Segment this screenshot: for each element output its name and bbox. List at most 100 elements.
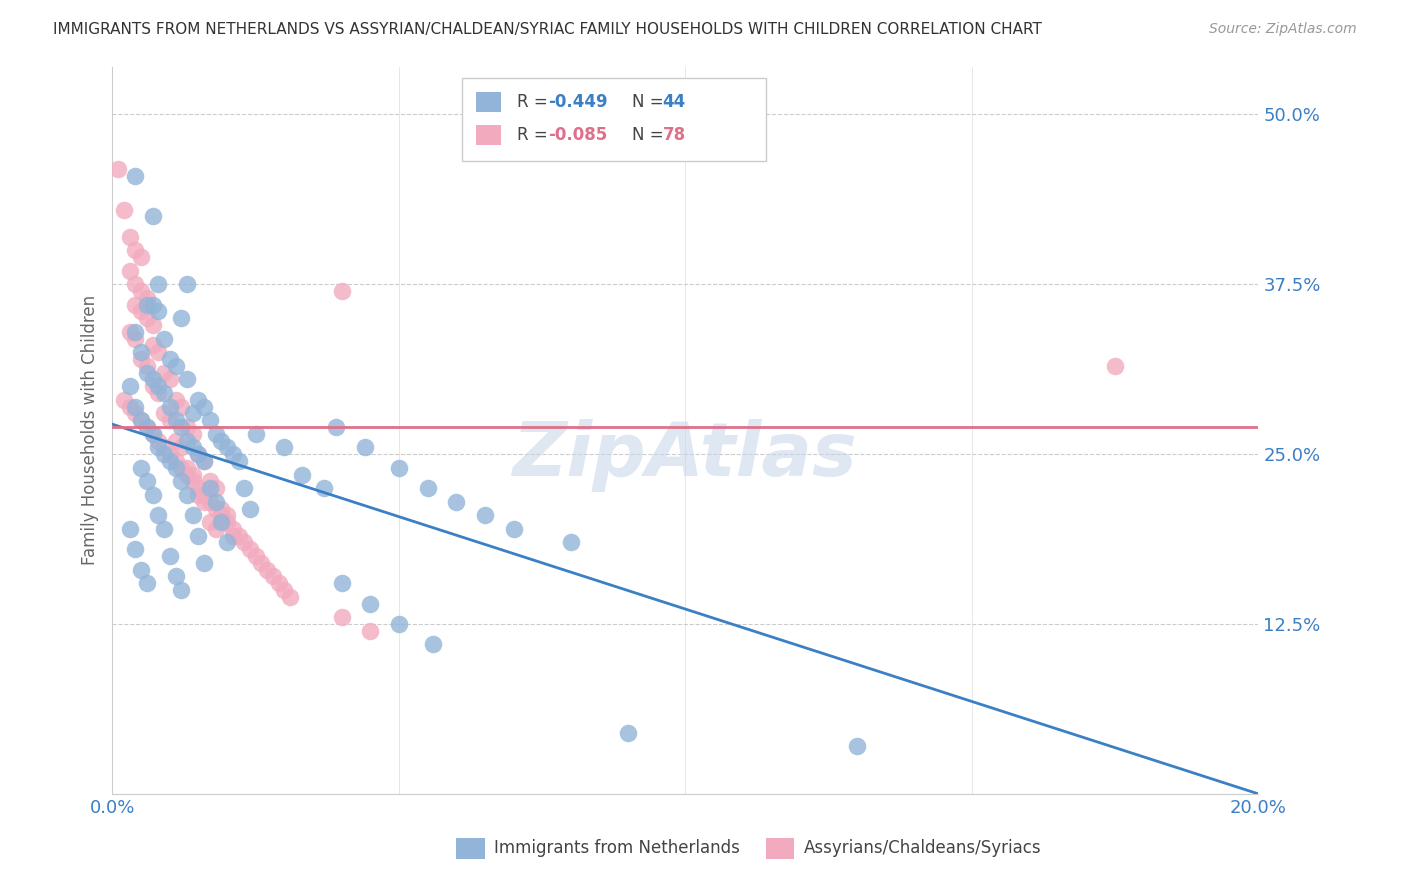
- Point: [181, 475, 204, 489]
- Point: [176, 420, 198, 434]
- Point: [176, 434, 198, 448]
- Point: [165, 434, 187, 448]
- Point: [135, 359, 157, 373]
- Point: [176, 467, 198, 482]
- Point: [233, 481, 256, 495]
- Bar: [475, 125, 501, 145]
- Point: [209, 515, 232, 529]
- Point: [388, 617, 411, 632]
- Point: [446, 494, 468, 508]
- Point: [159, 372, 181, 386]
- Point: [153, 366, 176, 380]
- Point: [165, 413, 187, 427]
- Bar: [456, 838, 485, 859]
- Point: [135, 475, 157, 489]
- Point: [135, 291, 157, 305]
- Point: [170, 420, 193, 434]
- Text: IMMIGRANTS FROM NETHERLANDS VS ASSYRIAN/CHALDEAN/SYRIAC FAMILY HOUSEHOLDS WITH C: IMMIGRANTS FROM NETHERLANDS VS ASSYRIAN/…: [53, 22, 1042, 37]
- Point: [422, 637, 444, 651]
- Point: [129, 284, 152, 298]
- Point: [142, 426, 165, 441]
- Point: [330, 284, 353, 298]
- Point: [159, 400, 181, 414]
- Point: [245, 426, 267, 441]
- Point: [118, 229, 141, 244]
- Point: [217, 508, 239, 523]
- Point: [193, 454, 215, 468]
- Point: [187, 529, 209, 543]
- Point: [142, 298, 165, 312]
- Point: [193, 454, 215, 468]
- Point: [129, 413, 152, 427]
- Point: [129, 563, 152, 577]
- Point: [353, 441, 375, 455]
- Point: [181, 426, 204, 441]
- Point: [159, 454, 181, 468]
- Point: [148, 379, 170, 393]
- Point: [124, 169, 146, 183]
- Point: [198, 481, 221, 495]
- Point: [170, 441, 193, 455]
- Point: [560, 535, 582, 549]
- Point: [118, 264, 141, 278]
- Point: [176, 460, 198, 475]
- Point: [142, 372, 165, 386]
- Point: [170, 311, 193, 326]
- Point: [617, 725, 640, 739]
- Point: [187, 392, 209, 407]
- Point: [209, 508, 232, 523]
- Text: N =: N =: [631, 93, 668, 111]
- Point: [233, 535, 256, 549]
- Point: [165, 392, 187, 407]
- Text: -0.085: -0.085: [548, 127, 607, 145]
- Point: [118, 522, 141, 536]
- Point: [187, 447, 209, 461]
- Point: [262, 569, 284, 583]
- Point: [170, 582, 193, 597]
- Point: [198, 413, 221, 427]
- Point: [142, 488, 165, 502]
- Point: [181, 508, 204, 523]
- Point: [193, 400, 215, 414]
- Y-axis label: Family Households with Children: Family Households with Children: [80, 295, 98, 566]
- Point: [124, 244, 146, 258]
- Point: [330, 576, 353, 591]
- Point: [388, 460, 411, 475]
- Point: [198, 515, 221, 529]
- Point: [153, 386, 176, 401]
- Point: [148, 277, 170, 292]
- Bar: [766, 838, 794, 859]
- Point: [181, 467, 204, 482]
- Point: [159, 549, 181, 563]
- Point: [181, 441, 204, 455]
- Point: [187, 447, 209, 461]
- Point: [124, 325, 146, 339]
- Point: [118, 400, 141, 414]
- Point: [204, 501, 226, 516]
- Point: [165, 359, 187, 373]
- Point: [135, 311, 157, 326]
- Point: [176, 277, 198, 292]
- Point: [314, 481, 336, 495]
- Point: [502, 522, 524, 536]
- Point: [153, 332, 176, 346]
- Point: [148, 434, 170, 448]
- Point: [153, 447, 176, 461]
- Point: [148, 386, 170, 401]
- Point: [124, 400, 146, 414]
- Point: [153, 522, 176, 536]
- Point: [176, 372, 198, 386]
- Point: [142, 379, 165, 393]
- Point: [129, 250, 152, 264]
- Point: [148, 508, 170, 523]
- Point: [159, 413, 181, 427]
- Point: [129, 304, 152, 318]
- Text: 78: 78: [662, 127, 686, 145]
- Point: [204, 522, 226, 536]
- Point: [222, 447, 245, 461]
- Point: [148, 441, 170, 455]
- Point: [181, 406, 204, 420]
- Point: [107, 161, 129, 176]
- Point: [193, 556, 215, 570]
- Bar: [475, 92, 501, 112]
